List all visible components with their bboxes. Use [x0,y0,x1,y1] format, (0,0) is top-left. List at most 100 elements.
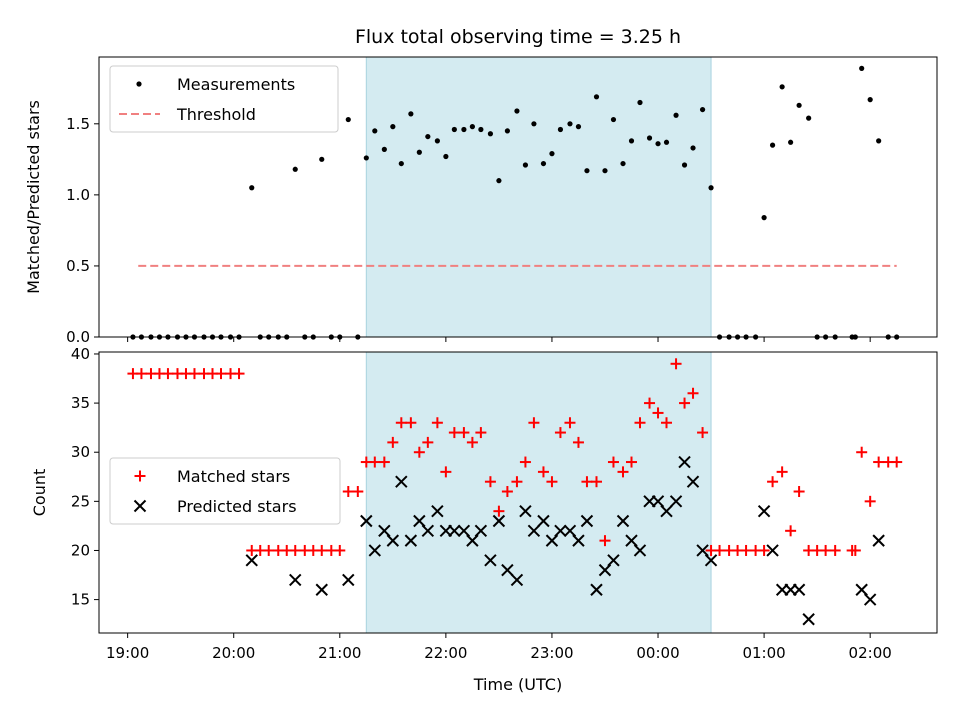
matched-star-point [740,544,752,556]
matched-star-point [528,417,540,429]
measurement-point [708,185,714,191]
measurement-point [796,102,802,108]
matched-star-point [785,525,797,537]
predicted-star-point [572,534,585,547]
measurement-point [602,168,608,174]
predicted-star-point [863,593,877,606]
measurement-point [806,115,812,121]
x-tick-label: 21:00 [318,644,361,662]
predicted-star-point [484,554,497,567]
matched-star-point [697,427,709,439]
predicted-star-point [678,455,691,469]
predicted-star-point [686,475,700,488]
matched-star-point [820,544,832,556]
measurement-point [557,126,564,133]
predicted-star-point [474,524,488,538]
predicted-star-point [616,514,630,528]
observing-window-band [366,352,712,633]
predicted-star-point [404,534,418,547]
matched-star-point [395,417,407,429]
measurement-point [451,126,457,133]
matched-star-point [829,544,841,556]
predicted-star-point [669,495,683,508]
matched-star-point [537,466,549,478]
predicted-star-point [342,573,355,587]
matched-star-point [554,427,566,439]
y-tick-label: 15 [71,591,90,609]
measurement-point [610,116,617,123]
measurement-point [628,138,635,144]
predicted-star-point [492,514,506,528]
y-ticks: 15 20 25 30 35 40 [71,345,99,609]
legend-threshold-label: Threshold [176,105,256,124]
x-ticks: 19:00 20:00 21:00 22:00 23:00 00:00 01:00 02:00 [106,633,892,662]
matched-star-point [289,544,301,556]
matched-star-point [519,456,531,468]
predicted-star-point [448,524,461,538]
measurement-point [593,94,600,100]
observing-window-shade [365,352,712,633]
measurement-point [381,146,387,152]
predicted-star-point [660,504,673,518]
matched-star-point [849,544,861,556]
matched-star-point [758,544,770,556]
predicted-star-point [590,583,603,596]
measurement-point [646,135,653,141]
y-tick-label: 1.5 [66,115,90,133]
legend-matched-marker [134,470,146,482]
measurement-point [496,178,502,184]
matched-star-point [687,387,699,399]
predicted-star-point [766,544,779,557]
ratio-legend-box [109,65,339,133]
predicted-star-point [245,554,258,567]
x-tick-label: 02:00 [849,644,892,662]
count-y-axis-label: Count [30,469,49,517]
matched-star-point [776,466,788,478]
measurement-point [478,126,484,133]
measurement-point [788,139,794,145]
measurement-point [584,168,590,174]
predicted-star-point [386,534,400,547]
measurement-point [522,162,529,168]
predicted-star-point [554,524,567,538]
measurement-point [504,128,510,134]
matched-star-point [546,476,558,488]
matched-star-points [127,358,903,556]
matched-star-point [440,466,452,478]
matched-star-point [564,417,576,429]
predicted-star-point [360,514,373,528]
legend-predicted-marker [133,499,147,513]
observing-window-band [366,57,712,337]
predicted-star-point [757,504,771,518]
measurement-point [416,149,422,155]
matched-star-point [378,456,390,468]
measurement-point [673,112,679,118]
ratio-y-axis-label: Matched/Predicted stars [24,100,43,294]
predicted-star-point [289,573,302,587]
matched-star-point [767,476,779,488]
measurement-point [398,160,404,167]
measurement-point [425,133,431,140]
x-tick-label: 01:00 [742,644,785,662]
measurement-point [540,160,547,167]
matched-star-point [714,544,726,556]
matched-star-point [661,417,673,429]
matched-star-point [448,427,460,439]
matched-star-point [599,535,611,547]
x-tick-label: 19:00 [106,644,149,662]
y-tick-label: 0.0 [66,328,90,346]
predicted-star-point [501,563,514,577]
time-x-axis-label: Time (UTC) [473,675,562,694]
measurement-point [390,124,396,130]
matched-star-point [135,368,147,380]
y-tick-label: 20 [71,541,90,559]
measurement-point [876,138,882,144]
matched-star-point [679,397,691,409]
matched-star-point [493,505,505,517]
matched-star-point [793,486,805,498]
measurement-point [292,166,298,172]
predicted-star-point [607,554,620,567]
matched-star-point [263,544,275,556]
x-tick-label: 22:00 [424,644,467,662]
count-legend-box [109,457,341,525]
